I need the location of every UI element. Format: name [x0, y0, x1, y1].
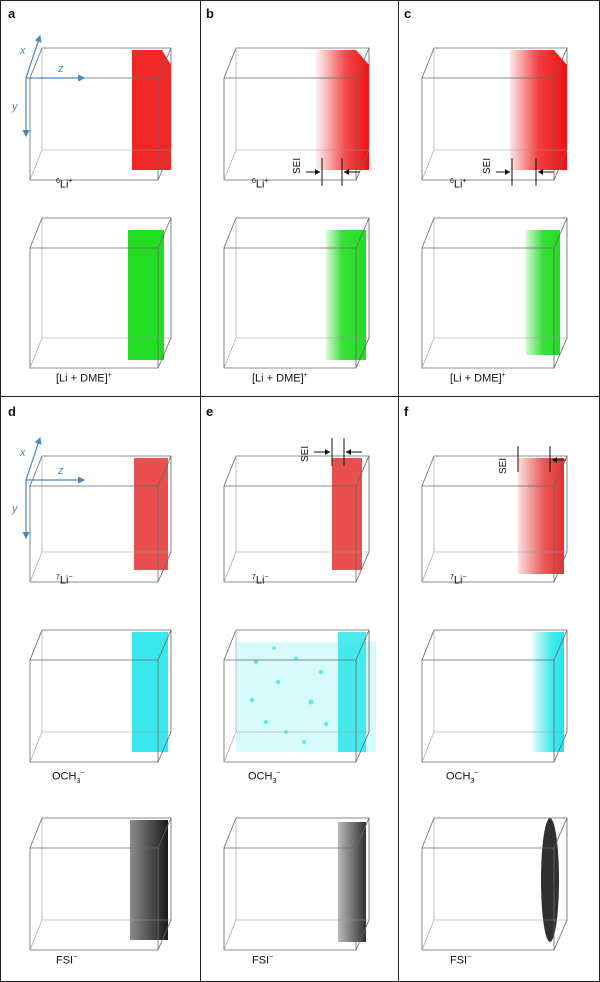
signal-volume [128, 230, 164, 360]
species-label-fsi-f: FSI− [450, 954, 472, 967]
sei-label-c: SEI [482, 158, 493, 174]
signal-volume [532, 632, 564, 752]
cube-e-fsi [223, 817, 370, 951]
species-label-li6-b: 6Li+ [252, 178, 269, 191]
row-divider [0, 396, 600, 397]
panel-letter-d: d [8, 404, 16, 419]
species-label-och3-f: OCH3− [446, 770, 479, 785]
species-label-li7-d: 7Li− [56, 574, 73, 587]
cube-e-och3 [223, 629, 376, 763]
species-label-och3-e: OCH3− [248, 770, 281, 785]
signal-volume [132, 50, 171, 170]
signal-volume [130, 820, 168, 940]
signal-volume [526, 230, 560, 355]
outer-border-top [0, 0, 600, 1]
cube-d-och3 [29, 629, 172, 763]
signal-volume [132, 632, 168, 752]
species-label-li7-e: 7Li− [252, 574, 269, 587]
cube-e-li7: SEI [223, 438, 370, 583]
cube-d-li7 [29, 455, 172, 583]
panel-letter-a: a [8, 6, 16, 21]
sei-label-e: SEI [300, 446, 311, 462]
signal-volume [338, 632, 366, 752]
column-divider-1 [200, 0, 201, 982]
species-label-lidme-a: [Li + DME]+ [56, 372, 112, 385]
cube-c-li6: SEI [421, 47, 568, 186]
species-label-och3-d: OCH3− [52, 770, 85, 785]
cube-b-lidme [223, 217, 370, 369]
signal-volume [518, 458, 564, 574]
signal-volume [541, 818, 559, 942]
panel-letter-c: c [404, 6, 412, 21]
signal-volume [338, 822, 366, 942]
outer-border-left [0, 0, 1, 982]
cube-f-li7: SEI [421, 446, 568, 583]
species-label-lidme-b: [Li + DME]+ [252, 372, 308, 385]
species-label-li6-c: 6Li+ [450, 178, 467, 191]
cube-d-fsi [29, 817, 172, 951]
sei-label-f: SEI [498, 458, 509, 474]
axis-triad-a: x z y [11, 34, 86, 138]
species-label-li6-a: 6Li+ [56, 178, 73, 191]
signal-volume [332, 458, 362, 570]
species-label-lidme-c: [Li + DME]+ [450, 372, 506, 385]
signal-volume [326, 230, 366, 360]
species-label-fsi-d: FSI− [56, 954, 78, 967]
cube-f-och3 [421, 629, 568, 763]
axis-y-label: y [11, 503, 19, 515]
axis-z-label: z [57, 63, 64, 75]
cube-a-lidme [29, 217, 172, 369]
sei-label-b: SEI [292, 158, 303, 174]
panel-letter-f: f [404, 404, 409, 419]
axis-x-label: x [19, 45, 26, 57]
panel-letter-b: b [206, 6, 214, 21]
cube-c-lidme [421, 217, 568, 369]
species-label-fsi-e: FSI− [252, 954, 274, 967]
axis-x-label: x [19, 447, 26, 459]
axis-triad-d: x z y [11, 436, 86, 540]
axis-y-label: y [11, 101, 19, 113]
panel-letter-e: e [206, 404, 214, 419]
cube-a-li6 [29, 47, 172, 181]
axis-z-label: z [57, 465, 64, 477]
signal-volume [510, 50, 567, 170]
cube-b-li6: SEI [223, 47, 370, 186]
species-label-li7-f: 7Li− [450, 574, 467, 587]
column-divider-2 [398, 0, 399, 982]
signal-volume [316, 50, 369, 170]
cube-f-fsi [421, 817, 568, 951]
